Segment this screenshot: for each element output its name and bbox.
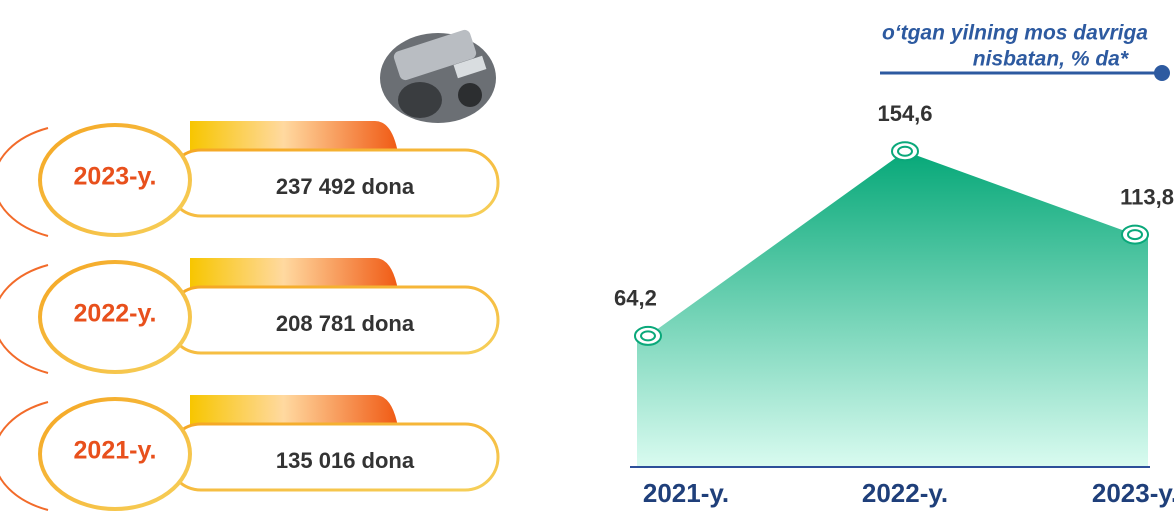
row-value: 135 016 dona bbox=[276, 448, 415, 473]
row-year: 2022-y. bbox=[74, 300, 157, 328]
point-marker bbox=[1121, 224, 1149, 245]
x-tick-label: 2021-y. bbox=[643, 478, 729, 508]
row-oval bbox=[38, 397, 192, 511]
point-marker bbox=[891, 141, 919, 162]
value-label: 154,6 bbox=[877, 101, 932, 126]
x-tick-label: 2022-y. bbox=[862, 478, 948, 508]
chart-title: nisbatan, % da* bbox=[973, 48, 1129, 71]
title-dot bbox=[1154, 65, 1170, 81]
row: 2023-y. 237 492 dona bbox=[0, 121, 500, 237]
point-inner bbox=[897, 145, 913, 157]
row: 2022-y. 208 781 dona bbox=[0, 258, 500, 374]
row-arc bbox=[0, 127, 49, 237]
row-arc bbox=[0, 264, 49, 374]
row-oval bbox=[38, 123, 192, 237]
row-tab bbox=[190, 121, 398, 153]
row-year: 2023-y. bbox=[74, 163, 157, 191]
row-tab bbox=[190, 258, 398, 290]
row-tab bbox=[190, 395, 398, 427]
engine-icon bbox=[380, 29, 496, 123]
value-label: 113,8 bbox=[1120, 184, 1174, 209]
row-value: 237 492 dona bbox=[276, 174, 415, 199]
point-marker bbox=[634, 325, 662, 346]
chart-title: o‘tgan yilning mos davriga bbox=[882, 22, 1148, 45]
row-year: 2021-y. bbox=[74, 437, 157, 465]
row-value: 208 781 dona bbox=[276, 311, 415, 336]
x-tick-label: 2023-y. bbox=[1092, 478, 1174, 508]
point-inner bbox=[1127, 229, 1143, 241]
point-inner bbox=[640, 330, 656, 342]
row: 2021-y. 135 016 dona bbox=[0, 395, 500, 511]
row-arc bbox=[0, 401, 49, 511]
row-oval bbox=[38, 260, 192, 374]
value-label: 64,2 bbox=[614, 286, 657, 311]
area bbox=[637, 151, 1148, 467]
